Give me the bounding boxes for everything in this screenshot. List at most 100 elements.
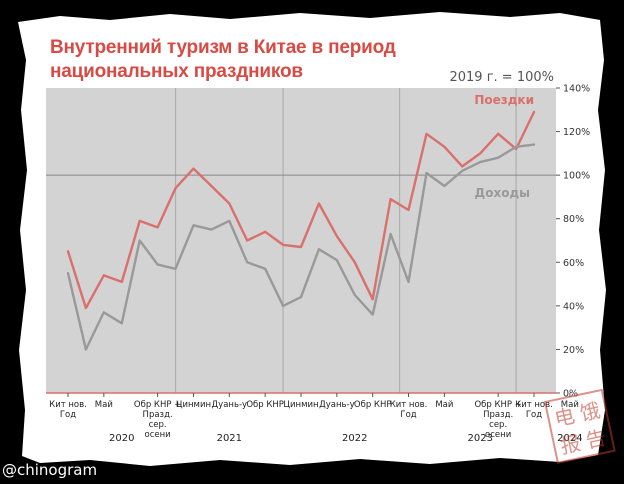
data-point-1-19	[407, 280, 410, 283]
data-point-1-12	[282, 304, 284, 307]
year-label-2022: 2022	[342, 433, 367, 444]
y-tick-label-60: 60%	[563, 258, 584, 269]
data-point-0-18	[389, 198, 392, 201]
data-point-1-25	[515, 145, 517, 148]
x-tick-label-line: Год	[400, 410, 416, 420]
stamp: 电饿报告	[543, 388, 616, 464]
data-point-1-3	[120, 322, 123, 325]
data-point-0-13	[300, 246, 302, 248]
legend-label-0: Поездки	[474, 93, 534, 107]
data-point-1-15	[335, 259, 338, 262]
data-point-0-11	[264, 230, 267, 233]
x-tick-label-line: Кит нов.	[515, 400, 553, 410]
y-tick-label-20: 20%	[563, 345, 584, 356]
data-point-0-0	[67, 250, 69, 253]
x-tick-label-line: сер.	[149, 420, 167, 430]
stamp-char-3: 告	[584, 425, 609, 453]
x-tick-label-line: Обр КНР +	[134, 400, 181, 410]
data-point-1-10	[246, 261, 249, 264]
data-point-0-1	[85, 307, 87, 309]
x-tick-label-8: Обр КНР	[354, 400, 392, 410]
x-tick-label-line: Цинмин	[283, 400, 318, 410]
x-tick-label-4: Дуань-у	[212, 400, 248, 410]
x-tick-label-line: Цинмин	[176, 400, 211, 410]
x-tick-label-line: Празд.	[143, 410, 173, 420]
year-label-2021: 2021	[217, 433, 242, 444]
legend-label-1: Доходы	[475, 186, 530, 200]
data-point-1-4	[138, 239, 141, 242]
x-tick-label-6: Цинмин	[283, 400, 318, 410]
x-tick-label-line: Май	[561, 400, 579, 410]
x-tick-label-line: Дуань-у	[319, 400, 355, 410]
data-point-0-19	[407, 209, 410, 211]
data-point-1-0	[67, 272, 69, 275]
chart-title: Внутренний туризм в Китае в период нацио…	[50, 36, 396, 84]
data-point-1-16	[353, 294, 356, 296]
x-tick-label-11: Обр КНР + Празд. сер. осени	[474, 400, 521, 440]
legend: Поездки Доходы	[474, 93, 534, 200]
x-tick-label-line: Обр КНР	[354, 400, 392, 410]
data-point-0-14	[318, 202, 320, 205]
axes: 0%20%40%60%80%100%120%140%Кит нов. ГодМай…	[49, 84, 590, 445]
data-point-0-3	[120, 280, 123, 283]
data-point-0-12	[282, 243, 284, 246]
x-tick-label-line: осени	[145, 430, 171, 440]
data-point-1-17	[371, 313, 374, 316]
data-point-1-24	[497, 156, 500, 159]
stamp-char-1: 饿	[578, 398, 603, 426]
plot-area	[46, 88, 556, 394]
data-point-1-13	[300, 296, 302, 299]
data-point-0-5	[156, 226, 159, 229]
stamp-border	[543, 388, 616, 464]
stamp-char-2: 报	[558, 431, 583, 459]
data-point-0-23	[479, 152, 482, 155]
x-tick-label-2: Обр КНР + Празд. сер. осени	[134, 400, 181, 440]
data-point-1-5	[156, 263, 159, 266]
x-tick-label-line: осени	[485, 430, 511, 440]
data-point-1-11	[264, 267, 267, 270]
data-point-0-8	[210, 185, 213, 187]
x-tick-label-line: Празд.	[483, 410, 513, 420]
series	[66, 110, 536, 351]
plot-background	[46, 88, 556, 393]
y-tick-label-40: 40%	[563, 301, 584, 312]
y-tick-label-140: 140%	[563, 84, 590, 95]
x-tick-label-line: Дуань-у	[212, 400, 248, 410]
data-point-1-14	[318, 248, 320, 251]
data-point-0-22	[461, 165, 464, 168]
x-tick-label-line: Май	[95, 400, 113, 410]
year-label-2023: 2023	[468, 433, 493, 444]
data-point-0-16	[353, 261, 356, 264]
data-point-0-20	[425, 132, 428, 135]
data-point-1-22	[461, 169, 464, 172]
year-label-2020: 2020	[109, 433, 134, 444]
data-point-0-2	[102, 274, 105, 277]
y-tick-label-120: 120%	[563, 127, 590, 138]
x-tick-label-line: Год	[526, 410, 542, 420]
y-tick-label-80: 80%	[563, 214, 584, 225]
x-tick-label-line: сер.	[489, 420, 507, 430]
data-point-1-21	[443, 185, 446, 187]
y-tick-label-0: 0%	[563, 389, 578, 400]
x-tick-label-13: Май	[561, 400, 579, 410]
data-point-0-17	[371, 298, 374, 301]
stamp-char-0: 电	[552, 403, 577, 431]
x-tick-label-0: Кит нов. Год	[49, 400, 87, 420]
data-point-0-26	[533, 111, 535, 113]
data-point-0-15	[335, 235, 338, 238]
data-point-0-24	[497, 132, 500, 135]
data-point-0-4	[138, 219, 141, 222]
red-seal-stamp: 电饿报告	[543, 388, 616, 464]
data-point-0-10	[246, 239, 249, 242]
x-tick-label-7: Дуань-у	[319, 400, 355, 410]
data-point-0-9	[228, 202, 231, 205]
data-point-1-2	[102, 311, 105, 314]
x-tick-label-9: Кит нов. Год	[390, 400, 428, 420]
data-point-0-7	[192, 167, 195, 170]
data-point-0-21	[443, 145, 446, 148]
data-point-1-7	[192, 224, 195, 227]
x-tick-label-3: Цинмин	[176, 400, 211, 410]
x-tick-label-line: Обр КНР +	[474, 400, 521, 410]
y-tick-label-100: 100%	[563, 171, 590, 182]
